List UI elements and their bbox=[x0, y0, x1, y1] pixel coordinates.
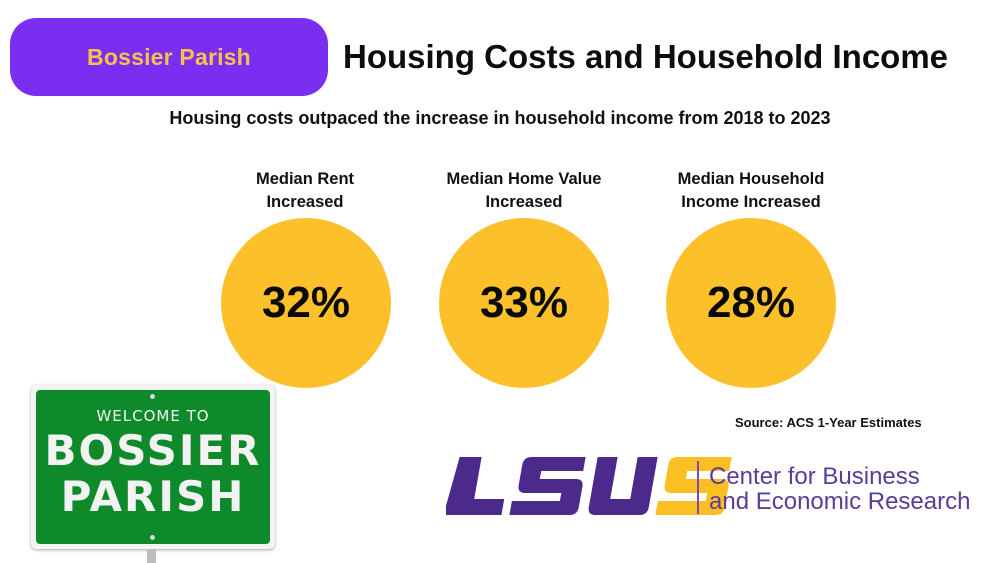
lsus-logo bbox=[446, 457, 732, 515]
sign-post bbox=[147, 549, 156, 563]
welcome-sign-panel: WELCOME TO BOSSIER PARISH bbox=[36, 390, 270, 544]
sign-line2: PARISH bbox=[60, 472, 246, 521]
stat-label-line2: Income Increased bbox=[681, 193, 821, 211]
org-name-line2: and Economic Research bbox=[709, 488, 971, 515]
region-badge: Bossier Parish bbox=[10, 18, 328, 96]
stat-label-line1: Median Home Value bbox=[446, 170, 602, 188]
stat-median-rent: Median Rent Increased 32% bbox=[205, 168, 405, 388]
stat-label-line2: Increased bbox=[266, 193, 344, 211]
stat-circle: 33% bbox=[439, 218, 609, 388]
region-badge-label: Bossier Parish bbox=[87, 43, 251, 70]
stat-label-line2: Increased bbox=[485, 193, 563, 211]
sign-bolt bbox=[150, 535, 155, 540]
lsus-letter-l bbox=[446, 457, 505, 515]
stat-value: 28% bbox=[706, 278, 796, 327]
org-name-line1: Center for Business bbox=[709, 463, 920, 490]
stat-label-line1: Median Household bbox=[677, 170, 825, 188]
stat-circle: 28% bbox=[666, 218, 836, 388]
stat-label: Median Rent Increased bbox=[205, 168, 405, 218]
source-note: Source: ACS 1-Year Estimates bbox=[735, 415, 922, 430]
lsus-letter-s-gold bbox=[655, 457, 732, 515]
lsus-letter-u bbox=[588, 457, 658, 515]
sign-welcome-text: WELCOME TO bbox=[96, 407, 210, 425]
sign-bolt bbox=[150, 394, 155, 399]
welcome-sign: WELCOME TO BOSSIER PARISH bbox=[31, 385, 275, 549]
page-title: Housing Costs and Household Income bbox=[343, 38, 949, 75]
stat-label: Median Home Value Increased bbox=[424, 168, 624, 218]
stat-median-home-value: Median Home Value Increased 33% bbox=[424, 168, 624, 388]
stat-label-line1: Median Rent bbox=[255, 170, 355, 188]
stat-circle: 32% bbox=[221, 218, 391, 388]
page-subtitle: Housing costs outpaced the increase in h… bbox=[169, 108, 831, 128]
stat-median-household-income: Median Household Income Increased 28% bbox=[651, 168, 851, 388]
logo-divider bbox=[697, 461, 699, 514]
stat-value: 33% bbox=[479, 278, 569, 327]
stat-label: Median Household Income Increased bbox=[651, 168, 851, 218]
sign-line1: BOSSIER bbox=[44, 426, 262, 475]
lsus-letter-s bbox=[509, 457, 586, 515]
stat-value: 32% bbox=[261, 278, 351, 327]
